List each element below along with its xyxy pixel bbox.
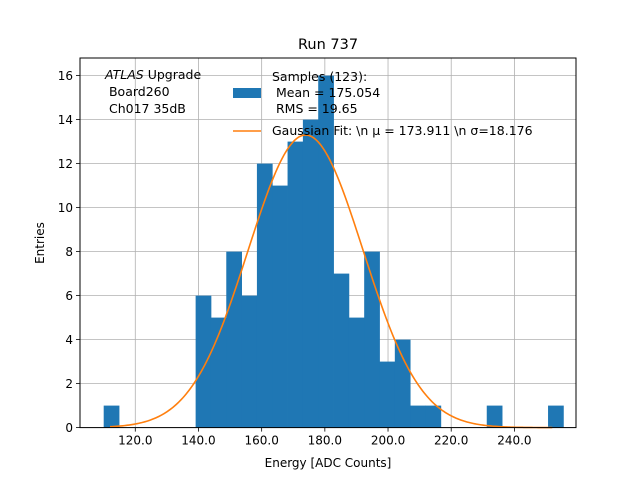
x-tick-label: 240.0 — [497, 434, 531, 448]
y-tick-label: 0 — [65, 421, 73, 435]
plot-frame — [79, 57, 577, 429]
y-tick-label: 10 — [58, 201, 73, 215]
legend-samples-line-2: Mean = 175.054 — [272, 85, 380, 100]
histogram-bar — [394, 339, 411, 428]
histogram-bar — [103, 405, 120, 428]
histogram-bar — [226, 251, 242, 428]
gaussian-fit-curve — [109, 134, 553, 429]
histogram-bar — [364, 251, 380, 428]
histogram-bar — [348, 317, 365, 428]
histogram-bar — [410, 405, 426, 428]
histogram-bar — [287, 141, 304, 428]
annotation-atlas-word: ATLAS — [104, 67, 144, 82]
histogram-bar — [548, 405, 564, 428]
y-tick-label: 14 — [58, 113, 73, 127]
y-tick-label: 6 — [65, 289, 73, 303]
histogram-bar — [318, 75, 334, 428]
histogram-bar — [241, 295, 258, 428]
x-tick-label: 200.0 — [371, 434, 405, 448]
y-tick-label: 8 — [65, 245, 73, 259]
annotation-line-2: Board260 — [105, 84, 170, 99]
y-tick-label: 4 — [65, 333, 73, 347]
atlas-annotation: ATLAS Upgrade Board260 Ch017 35dB — [104, 67, 201, 116]
chart-title: Run 737 — [298, 37, 358, 53]
x-tick-label: 160.0 — [244, 434, 278, 448]
histogram-bar — [272, 185, 288, 428]
histogram-bar — [302, 119, 319, 428]
x-tick-label: 140.0 — [181, 434, 215, 448]
x-axis-label: Energy [ADC Counts] — [265, 456, 392, 470]
x-axis-ticks: 120.0 140.0 160.0 180.0 200.0 220.0 240.0 — [118, 427, 532, 448]
y-tick-label: 12 — [58, 157, 73, 171]
histogram-bar — [425, 405, 442, 428]
annotation-line-3: Ch017 35dB — [105, 101, 186, 116]
x-tick-label: 220.0 — [434, 434, 468, 448]
legend: Samples (123): Mean = 175.054 RMS = 19.6… — [233, 69, 533, 138]
y-axis-ticks: 0 2 4 6 8 10 12 14 16 — [58, 69, 80, 435]
y-axis-label: Entries — [33, 222, 47, 264]
x-tick-label: 180.0 — [308, 434, 342, 448]
legend-samples-swatch — [233, 88, 261, 98]
histogram-bar — [379, 361, 396, 428]
x-tick-label: 120.0 — [118, 434, 152, 448]
annotation-line-1: ATLAS Upgrade — [104, 67, 201, 82]
legend-samples-line-1: Samples (123): — [272, 69, 367, 84]
histogram-bar — [195, 295, 212, 428]
histogram-bar — [486, 405, 503, 428]
legend-fit-label: Gaussian Fit: \n μ = 173.911 \n σ=18.176 — [272, 123, 533, 138]
y-tick-label: 2 — [65, 377, 73, 391]
histogram-bar — [256, 163, 273, 428]
y-tick-label: 16 — [58, 69, 73, 83]
legend-samples-line-3: RMS = 19.65 — [272, 101, 358, 116]
annotation-upgrade-word: Upgrade — [144, 67, 202, 82]
histogram-bar — [333, 273, 350, 428]
